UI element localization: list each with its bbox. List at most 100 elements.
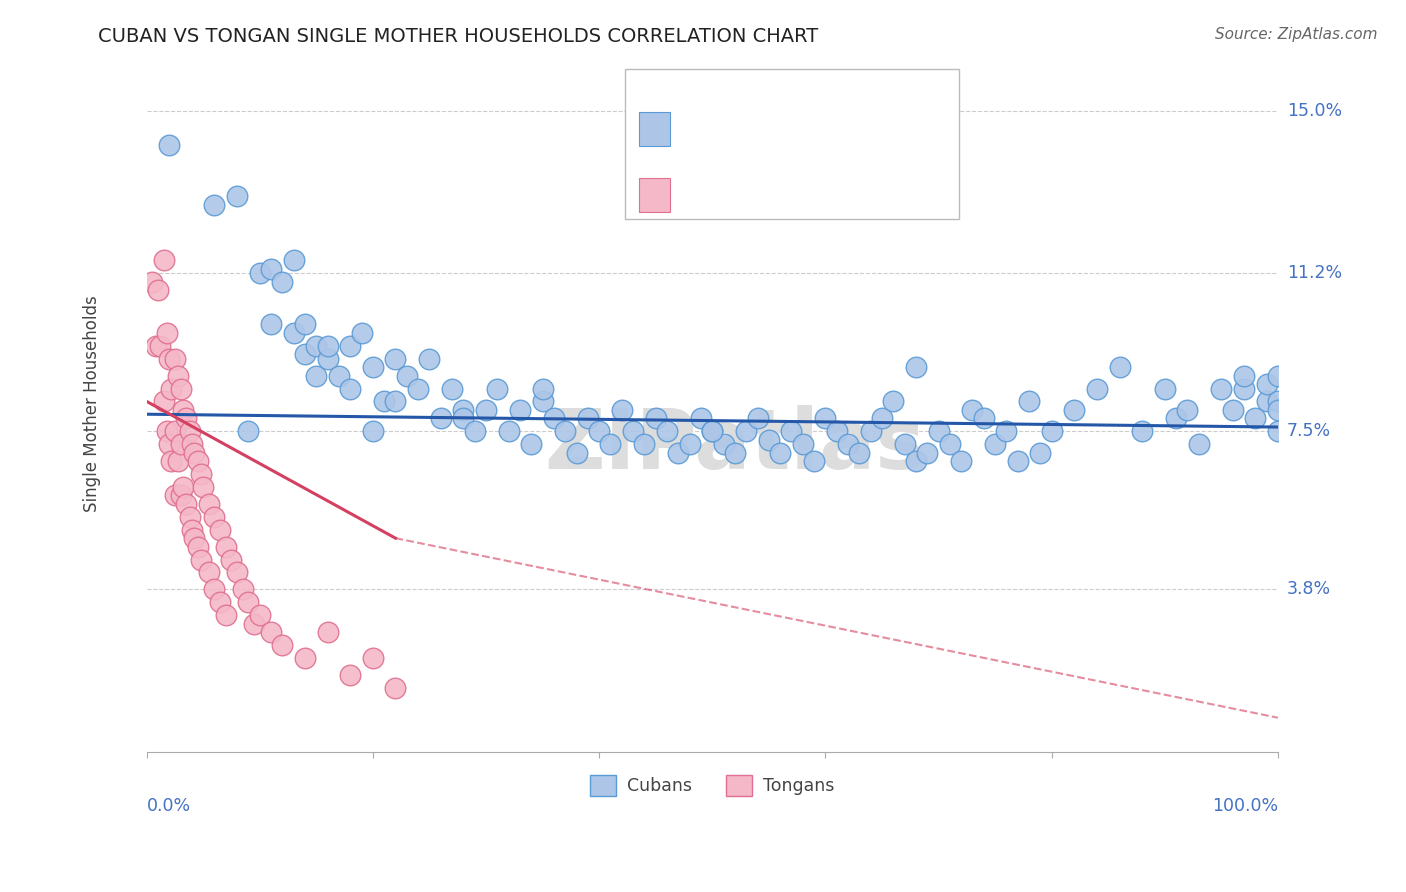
- Point: [183, 445, 205, 459]
- Point: [904, 360, 927, 375]
- Point: [735, 425, 758, 439]
- Point: [361, 425, 384, 439]
- Text: 11.2%: 11.2%: [1286, 264, 1343, 282]
- Point: [260, 625, 283, 640]
- Point: [882, 394, 904, 409]
- Point: [361, 360, 384, 375]
- Point: [747, 411, 769, 425]
- Point: [928, 425, 950, 439]
- Point: [1267, 368, 1289, 383]
- Point: [232, 582, 254, 597]
- Point: [1244, 411, 1267, 425]
- Text: 7.5%: 7.5%: [1286, 422, 1331, 441]
- Point: [384, 681, 406, 695]
- Point: [163, 425, 186, 439]
- Text: Source: ZipAtlas.com: Source: ZipAtlas.com: [1215, 27, 1378, 42]
- Point: [152, 253, 174, 268]
- Point: [962, 403, 984, 417]
- Point: [271, 638, 294, 652]
- Point: [1256, 377, 1278, 392]
- Point: [316, 351, 339, 366]
- Point: [666, 445, 689, 459]
- Text: 0.0%: 0.0%: [146, 797, 191, 815]
- Point: [973, 411, 995, 425]
- Point: [1211, 382, 1233, 396]
- Point: [453, 411, 475, 425]
- Point: [655, 425, 678, 439]
- Point: [1007, 454, 1029, 468]
- Text: CUBAN VS TONGAN SINGLE MOTHER HOUSEHOLDS CORRELATION CHART: CUBAN VS TONGAN SINGLE MOTHER HOUSEHOLDS…: [98, 27, 818, 45]
- Point: [644, 411, 666, 425]
- Point: [995, 425, 1018, 439]
- Point: [1018, 394, 1040, 409]
- Point: [204, 198, 226, 212]
- Point: [160, 382, 183, 396]
- Point: [204, 509, 226, 524]
- Text: Single Mother Households: Single Mother Households: [83, 295, 101, 512]
- Point: [780, 425, 803, 439]
- Point: [984, 437, 1007, 451]
- Point: [792, 437, 814, 451]
- Point: [328, 368, 350, 383]
- Point: [249, 266, 271, 280]
- Point: [939, 437, 962, 451]
- Point: [167, 368, 190, 383]
- Point: [1029, 445, 1052, 459]
- Point: [249, 608, 271, 623]
- Point: [193, 480, 215, 494]
- Point: [915, 445, 938, 459]
- Point: [243, 616, 266, 631]
- Point: [149, 339, 172, 353]
- Point: [1233, 382, 1256, 396]
- Point: [814, 411, 837, 425]
- Point: [724, 445, 747, 459]
- Text: 100.0%: 100.0%: [1212, 797, 1278, 815]
- Point: [870, 411, 893, 425]
- Point: [221, 552, 243, 566]
- Point: [531, 394, 554, 409]
- Point: [238, 425, 260, 439]
- Point: [1222, 403, 1244, 417]
- Point: [305, 339, 328, 353]
- Point: [163, 488, 186, 502]
- Point: [190, 467, 212, 481]
- Point: [167, 454, 190, 468]
- Point: [1188, 437, 1211, 451]
- Point: [406, 382, 429, 396]
- Point: [1267, 394, 1289, 409]
- Point: [238, 595, 260, 609]
- Point: [633, 437, 655, 451]
- Point: [904, 454, 927, 468]
- Point: [316, 339, 339, 353]
- Point: [169, 488, 191, 502]
- Point: [576, 411, 599, 425]
- Point: [146, 283, 169, 297]
- Point: [565, 445, 588, 459]
- Point: [209, 523, 232, 537]
- Point: [384, 351, 406, 366]
- Point: [1166, 411, 1188, 425]
- Point: [283, 326, 305, 340]
- Point: [305, 368, 328, 383]
- Point: [157, 437, 180, 451]
- Point: [1153, 382, 1175, 396]
- Point: [190, 552, 212, 566]
- Point: [174, 411, 197, 425]
- Point: [350, 326, 373, 340]
- Point: [226, 189, 249, 203]
- Point: [520, 437, 543, 451]
- FancyBboxPatch shape: [626, 69, 959, 219]
- Point: [294, 347, 316, 361]
- Point: [713, 437, 735, 451]
- Point: [825, 425, 848, 439]
- Point: [361, 651, 384, 665]
- Point: [152, 394, 174, 409]
- Point: [339, 668, 361, 682]
- FancyBboxPatch shape: [638, 112, 671, 145]
- Point: [837, 437, 859, 451]
- Point: [588, 425, 610, 439]
- Point: [1108, 360, 1130, 375]
- Point: [180, 437, 202, 451]
- Point: [464, 425, 486, 439]
- Point: [179, 509, 201, 524]
